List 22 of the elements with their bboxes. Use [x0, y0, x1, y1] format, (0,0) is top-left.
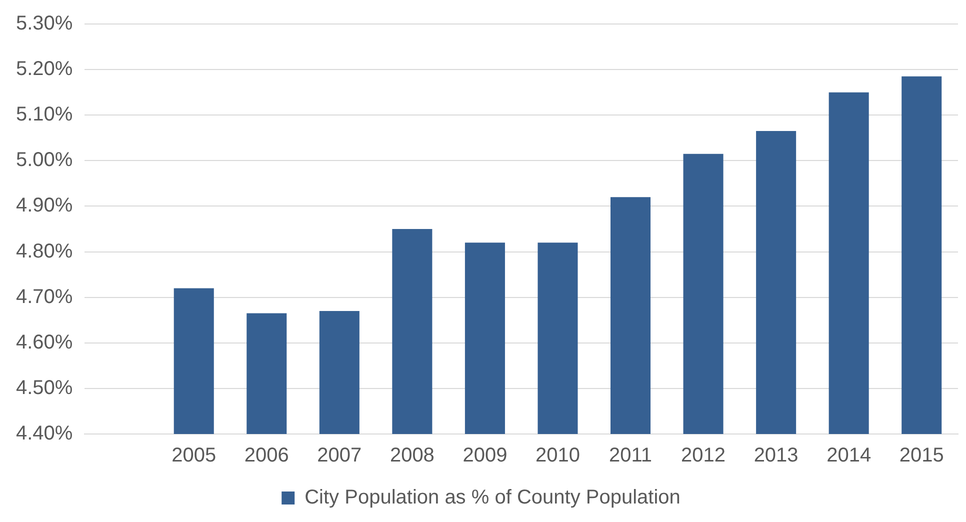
x-tick-label: 2006	[244, 444, 289, 467]
x-tick-label: 2005	[172, 444, 216, 467]
x-tick-label: 2012	[681, 444, 726, 467]
x-tick-label: 2010	[535, 444, 580, 467]
y-tick-label: 4.90%	[16, 194, 73, 217]
y-tick-label: 5.20%	[16, 58, 73, 80]
x-tick-label: 2015	[899, 444, 944, 467]
x-tick-label: 2013	[754, 444, 798, 467]
x-tick-label: 2008	[390, 444, 434, 467]
x-tick-label: 2011	[609, 444, 652, 467]
x-tick-label: 2007	[317, 444, 362, 467]
y-tick-label: 4.80%	[16, 240, 73, 262]
x-tick-label: 2009	[462, 444, 508, 467]
y-tick-label: 5.10%	[16, 104, 73, 126]
y-tick-label: 4.60%	[16, 331, 73, 354]
y-tick-label: 4.70%	[16, 286, 73, 308]
x-tick-label: 2014	[826, 444, 872, 467]
y-tick-label: 5.00%	[16, 149, 73, 172]
y-tick-label: 4.50%	[16, 376, 73, 399]
y-tick-label: 4.40%	[16, 422, 73, 445]
legend-label: City Population as % of County Population	[304, 486, 680, 509]
y-tick-label: 5.30%	[16, 12, 73, 35]
